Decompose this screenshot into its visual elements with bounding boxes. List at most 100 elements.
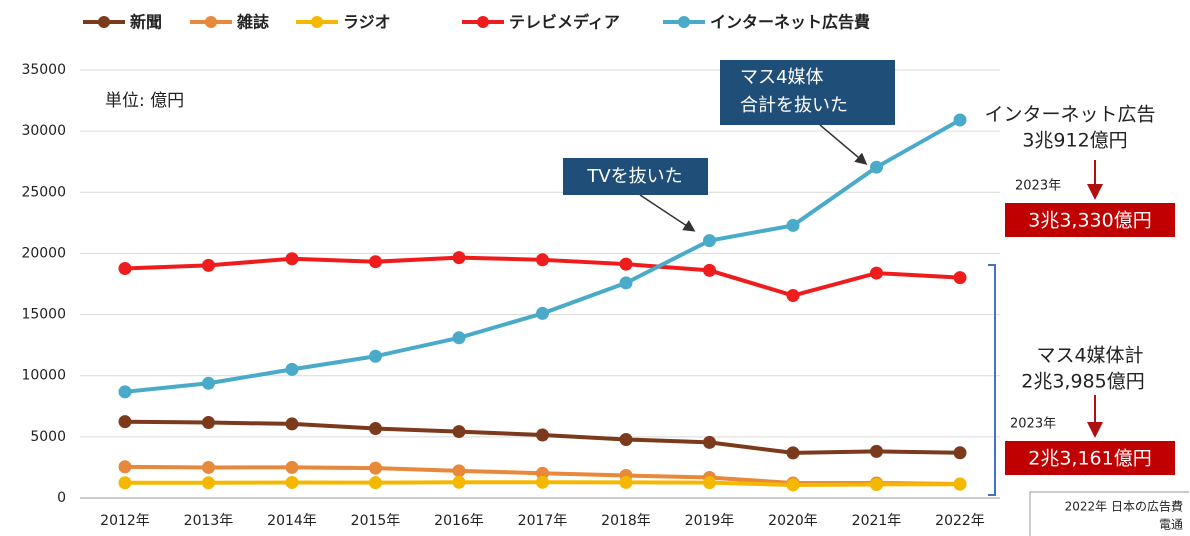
data-point [536, 306, 549, 320]
y-tick-label: 25000 [21, 184, 66, 200]
data-point [619, 432, 633, 446]
legend-marker [477, 16, 489, 28]
data-point [118, 385, 132, 399]
x-tick-label: 2018年 [601, 513, 651, 529]
source-box [1029, 491, 1189, 536]
data-point [202, 460, 215, 474]
callout-mass: マス4媒体 [740, 67, 823, 88]
x-tick-label: 2022年 [935, 513, 985, 529]
legend: 新聞 雑誌 ラジオ テレビメディア インターネット広告費 [83, 13, 870, 32]
data-point [285, 475, 299, 489]
data-point [870, 160, 883, 174]
data-point [786, 478, 800, 492]
x-tick-label: 2016年 [434, 513, 484, 529]
x-tick-label: 2015年 [351, 513, 401, 529]
x-tick-label: 2013年 [184, 513, 234, 529]
data-point [786, 446, 800, 460]
net-year: 2023年 [1015, 179, 1061, 194]
data-point [953, 113, 967, 127]
y-tick-label: 35000 [21, 62, 66, 78]
legend-label: テレビメディア [509, 13, 620, 32]
data-point [953, 271, 967, 285]
data-point [369, 461, 382, 475]
legend-marker [98, 16, 110, 28]
legend-marker [678, 16, 690, 28]
legend-label: ラジオ [343, 13, 391, 32]
mass-year: 2023年 [1010, 417, 1056, 432]
legend-marker [311, 16, 323, 28]
data-point [452, 464, 466, 478]
data-point [953, 446, 967, 460]
callout-tv: TVを抜いた [586, 166, 682, 187]
y-tick-label: 10000 [21, 368, 66, 384]
legend-marker [205, 16, 217, 28]
data-point [369, 349, 382, 363]
data-point [619, 257, 633, 271]
net-value: 3兆912億円 [1022, 130, 1127, 152]
data-point [118, 415, 132, 429]
data-point [703, 435, 716, 449]
data-point [369, 476, 382, 490]
y-tick-label: 15000 [21, 307, 66, 323]
legend-label: 新聞 [130, 13, 162, 32]
mass-2023: 2兆3,161億円 [1028, 448, 1151, 470]
x-tick-label: 2017年 [518, 513, 568, 529]
x-tick-label: 2019年 [685, 513, 735, 529]
data-point [703, 263, 716, 277]
data-point [452, 251, 466, 265]
data-point [536, 475, 549, 489]
source: 2022年 日本の広告費 [1065, 499, 1183, 514]
x-tick-label: 2014年 [267, 513, 317, 529]
axes: 0 5000 10000 15000 20000 25000 30000 35000 2012年… [21, 62, 1000, 529]
bracket [988, 264, 996, 496]
data-point [285, 252, 299, 266]
data-point [536, 428, 549, 442]
net-2023: 3兆3,330億円 [1028, 210, 1151, 232]
highlight-box [1005, 203, 1175, 237]
data-point [870, 444, 883, 458]
data-point [786, 289, 800, 303]
data-point [285, 362, 299, 376]
unit-label: 単位: 億円 [105, 91, 184, 111]
y-tick-label: 30000 [21, 123, 66, 139]
y-tick-label: 20000 [21, 245, 66, 261]
data-point [202, 376, 215, 390]
data-point [536, 466, 549, 480]
data-point [452, 475, 466, 489]
data-point [619, 276, 633, 290]
callout-mass: 合計を抜いた [740, 95, 848, 116]
data-point [452, 331, 466, 345]
data-point [619, 475, 633, 489]
highlight-box [1005, 441, 1175, 475]
y-tick-label: 5000 [30, 429, 66, 445]
callout-box [720, 60, 895, 125]
callout-arrow [639, 194, 696, 232]
mass-label: マス4媒体計 [1036, 345, 1143, 367]
legend-label: インターネット広告費 [710, 13, 870, 32]
x-tick-label: 2020年 [768, 513, 818, 529]
data-point [202, 258, 215, 272]
mass-value: 2兆3,985億円 [1021, 371, 1144, 393]
series-layer [118, 113, 967, 492]
legend-label: 雑誌 [236, 13, 269, 32]
data-point [118, 476, 132, 490]
data-point [118, 460, 132, 474]
net-label: インターネット広告 [984, 104, 1155, 126]
data-point [369, 422, 382, 436]
data-point [118, 261, 132, 275]
data-point [870, 266, 883, 280]
data-point [285, 417, 299, 431]
data-point [202, 416, 215, 430]
data-point [953, 477, 967, 491]
data-point [369, 255, 382, 269]
data-point [870, 477, 883, 491]
data-point [452, 425, 466, 439]
x-tick-label: 2021年 [852, 513, 902, 529]
data-point [536, 253, 549, 267]
data-point [703, 234, 716, 248]
y-tick-label: 0 [57, 490, 66, 506]
data-point [786, 218, 800, 232]
data-point [703, 476, 716, 490]
source: 電通 [1159, 518, 1183, 532]
